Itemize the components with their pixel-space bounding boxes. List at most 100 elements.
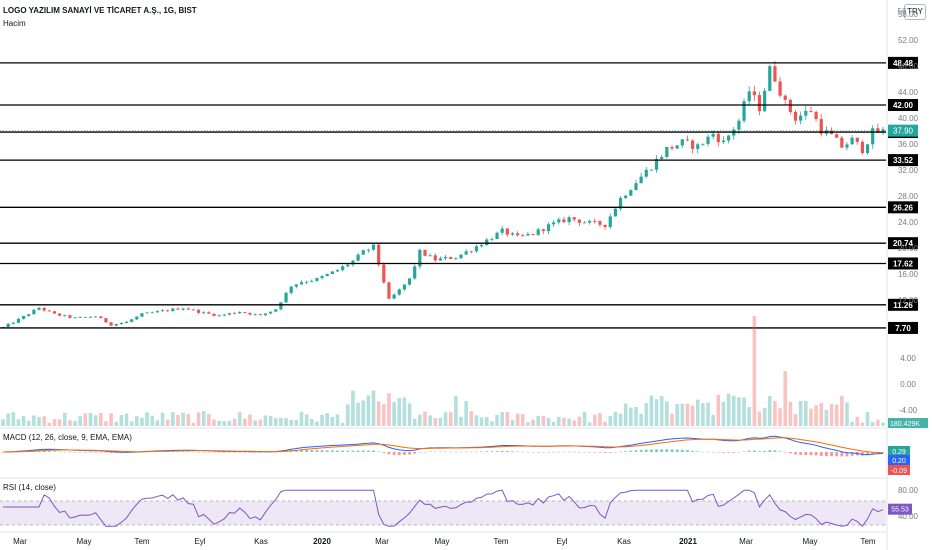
candle-body	[140, 313, 144, 317]
candle-body	[181, 308, 185, 310]
macd-histogram-bar	[804, 452, 808, 456]
macd-histogram-bar	[686, 450, 689, 452]
macd-histogram-bar	[140, 451, 144, 453]
volume-bar	[464, 401, 468, 426]
macd-histogram-bar	[408, 452, 411, 455]
candle-body	[366, 249, 370, 251]
time-tick-label: May	[802, 537, 817, 546]
volume-bar	[382, 404, 386, 426]
volume-bar	[438, 417, 443, 426]
macd-histogram-bar	[608, 452, 612, 453]
candle-body	[737, 120, 741, 130]
candle-body	[449, 257, 453, 259]
volume-bar	[562, 417, 566, 426]
candle-body	[629, 190, 633, 196]
candle-body	[701, 143, 705, 145]
volume-bar	[98, 412, 103, 426]
macd-histogram-bar	[387, 452, 391, 455]
candle-body	[510, 233, 515, 235]
volume-bar	[860, 422, 865, 426]
macd-histogram-bar	[361, 450, 365, 452]
volume-bar	[11, 412, 16, 426]
macd-histogram-bar	[660, 449, 664, 452]
macd-histogram-bar	[511, 451, 514, 452]
macd-histogram-bar	[613, 452, 617, 453]
candle-body	[721, 140, 726, 143]
candle-body	[613, 208, 617, 217]
volume-bar	[474, 415, 479, 426]
currency-badge[interactable]: TRY	[904, 4, 926, 20]
candle-body	[217, 315, 221, 317]
volume-bar	[402, 397, 407, 426]
candle-body	[47, 310, 51, 312]
volume-tick-label: -4.00	[899, 406, 918, 415]
macd-histogram-bar	[706, 451, 710, 453]
volume-bar	[227, 420, 232, 426]
candle-body	[552, 222, 556, 225]
candle-body	[871, 128, 875, 145]
candle-body	[665, 147, 669, 158]
line-value-badge	[888, 56, 918, 69]
macd-histogram-bar	[300, 449, 303, 452]
macd-histogram-bar	[850, 452, 854, 456]
macd-histogram-bar	[202, 452, 206, 453]
macd-histogram-bar	[691, 450, 694, 452]
volume-bar	[165, 419, 170, 426]
macd-histogram-bar	[294, 450, 298, 452]
volume-bar	[32, 415, 36, 426]
macd-histogram-bar	[768, 450, 772, 452]
macd-histogram-bar	[696, 451, 700, 452]
volume-bar	[649, 395, 654, 426]
price-tick-label: 52.00	[898, 36, 919, 45]
candle-body	[413, 266, 417, 279]
volume-bar	[171, 412, 175, 426]
volume-bar	[212, 419, 216, 426]
macd-histogram-bar	[475, 451, 478, 453]
candle-body	[196, 309, 201, 313]
time-tick-label: Mar	[739, 537, 753, 546]
candle-body	[330, 271, 334, 274]
macd-histogram-bar	[783, 452, 787, 453]
candle-body	[443, 257, 448, 259]
volume-bar	[454, 396, 458, 426]
candle-body	[109, 322, 113, 326]
volume-bar	[273, 417, 278, 426]
candle-body	[670, 147, 674, 149]
candle-body	[598, 221, 602, 225]
candle-body	[258, 314, 262, 315]
time-tick-label: Eyl	[194, 537, 205, 546]
candle-body	[227, 313, 232, 315]
volume-bar	[345, 404, 350, 426]
macd-histogram-bar	[680, 449, 684, 452]
candle-body	[485, 239, 489, 246]
macd-histogram-bar	[305, 449, 309, 452]
candle-body	[78, 316, 82, 318]
volume-bar	[731, 395, 736, 426]
line-value-badge	[888, 257, 918, 270]
macd-histogram-bar	[531, 452, 535, 453]
macd-histogram-bar	[629, 450, 633, 452]
candle-body	[582, 222, 587, 224]
macd-histogram-bar	[598, 452, 602, 453]
volume-bar	[510, 419, 515, 426]
volume-bar	[109, 413, 113, 426]
candle-body	[243, 312, 247, 313]
volume-bar	[315, 421, 319, 426]
macd-histogram-bar	[752, 450, 756, 452]
time-tick-label: May	[434, 537, 449, 546]
candle-body	[706, 136, 710, 144]
macd-histogram-bar	[758, 451, 761, 452]
macd-histogram-bar	[181, 451, 185, 452]
volume-bar	[428, 415, 432, 426]
volume-bar	[253, 420, 257, 426]
volume-bar	[366, 395, 371, 426]
macd-histogram-bar	[644, 449, 648, 452]
volume-bar	[747, 407, 751, 426]
volume-bar	[145, 412, 149, 426]
macd-histogram-bar	[89, 452, 92, 453]
macd-histogram-bar	[366, 450, 370, 452]
candle-body	[423, 249, 427, 256]
candle-body	[274, 309, 278, 312]
volume-bar	[181, 412, 185, 426]
